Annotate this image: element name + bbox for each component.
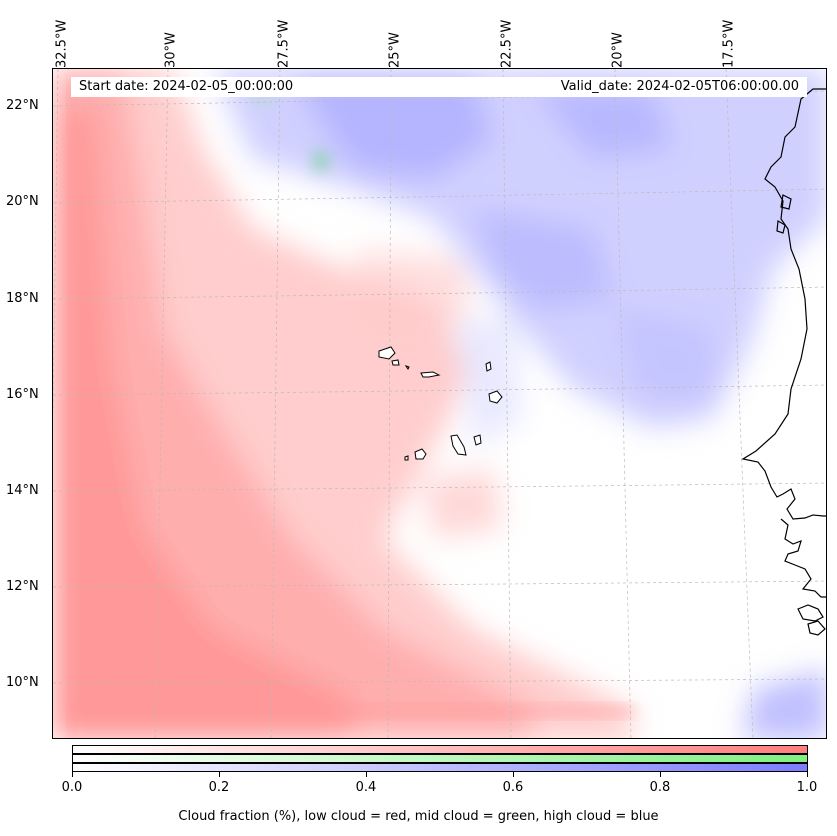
graticule [53, 69, 826, 738]
island-sal [485, 361, 492, 372]
colorbar-tick-0-6: 0.6 [502, 780, 524, 795]
high-cloud-layer [213, 69, 826, 738]
colorbar-low-cloud [72, 745, 808, 754]
lon-label-20w: 20°W [610, 32, 626, 68]
start-date: Start date: 2024-02-05_00:00:00 [79, 79, 294, 94]
island-maio [473, 434, 482, 446]
colorbar-tick-0-8: 0.8 [649, 780, 671, 795]
colorbar-title: Cloud fraction (%), low cloud = red, mid… [178, 809, 659, 824]
island-fogo [414, 448, 427, 460]
african-coastline [741, 88, 826, 636]
date-info-bar: Start date: 2024-02-05_00:00:00 Valid_da… [71, 77, 807, 97]
lat-label-18n: 18°N [6, 291, 39, 306]
map-panel: Start date: 2024-02-05_00:00:00 Valid_da… [52, 68, 827, 739]
colorbar-ticks [72, 772, 808, 778]
island-sao-nicolau [420, 371, 441, 378]
lon-label-30w: 30°W [163, 32, 179, 68]
island-santiago [450, 434, 467, 456]
island-santa-luzia [404, 365, 410, 370]
colorbar-tick-1: 1.0 [796, 780, 818, 795]
island-sao-vicente [391, 359, 400, 366]
low-cloud-left-band [68, 81, 76, 731]
colorbar-high-cloud [72, 763, 808, 772]
lon-label-27-5w: 27.5°W [276, 19, 292, 68]
lon-label-25w: 25°W [387, 32, 403, 68]
cape-verde-islands [378, 346, 503, 461]
island-brava [404, 455, 409, 461]
lon-label-17-5w: 17.5°W [721, 19, 737, 68]
lat-label-10n: 10°N [6, 675, 39, 690]
lon-label-22-5w: 22.5°W [499, 19, 515, 68]
colorbar-mid-cloud [72, 754, 808, 763]
valid-date: Valid_date: 2024-02-05T06:00:00.00 [560, 79, 799, 94]
low-cloud-layer [53, 69, 633, 738]
low-cloud-bottom-band [73, 705, 633, 717]
lat-label-12n: 12°N [6, 579, 39, 594]
colorbar-tick-0: 0.0 [61, 780, 83, 795]
lat-label-20n: 20°N [6, 194, 39, 209]
island-santo-antao [378, 346, 396, 360]
colorbar-tick-0-2: 0.2 [208, 780, 230, 795]
lat-label-16n: 16°N [6, 387, 39, 402]
colorbar-tick-0-4: 0.4 [355, 780, 377, 795]
cloud-map [53, 69, 826, 738]
lat-label-14n: 14°N [6, 483, 39, 498]
lon-label-32-5w: 32.5°W [54, 19, 70, 68]
island-boa-vista [488, 390, 503, 404]
lat-label-22n: 22°N [6, 98, 39, 113]
